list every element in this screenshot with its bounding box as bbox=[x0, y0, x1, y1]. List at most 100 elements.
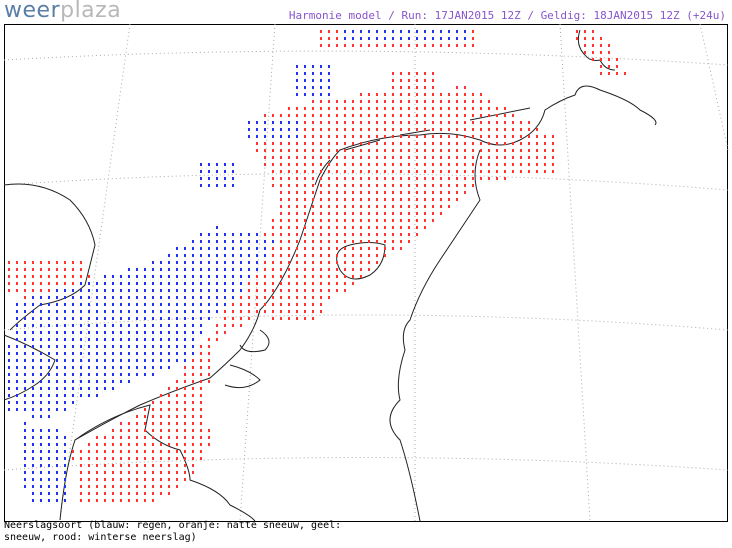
rain-dot bbox=[24, 401, 26, 404]
winter-precip-dot bbox=[488, 128, 490, 131]
rain-dot bbox=[32, 408, 34, 411]
winter-precip-dot bbox=[504, 156, 506, 159]
rain-dot bbox=[144, 338, 146, 341]
winter-precip-dot bbox=[304, 156, 306, 159]
winter-precip-dot bbox=[24, 275, 26, 278]
winter-precip-dot bbox=[440, 163, 442, 166]
winter-precip-dot bbox=[96, 471, 98, 474]
winter-precip-dot bbox=[8, 275, 10, 278]
winter-precip-dot bbox=[408, 205, 410, 208]
winter-precip-dot bbox=[312, 254, 314, 257]
rain-dot bbox=[456, 30, 458, 33]
rain-dot bbox=[16, 331, 18, 334]
winter-precip-dot bbox=[64, 275, 66, 278]
winter-precip-dot bbox=[344, 44, 346, 47]
rain-dot bbox=[448, 30, 450, 33]
winter-precip-dot bbox=[128, 443, 130, 446]
winter-precip-dot bbox=[40, 282, 42, 285]
rain-dot bbox=[120, 282, 122, 285]
winter-precip-dot bbox=[408, 114, 410, 117]
winter-precip-dot bbox=[344, 254, 346, 257]
winter-precip-dot bbox=[592, 44, 594, 47]
winter-precip-dot bbox=[304, 289, 306, 292]
winter-precip-dot bbox=[304, 233, 306, 236]
winter-precip-dot bbox=[296, 198, 298, 201]
winter-precip-dot bbox=[440, 114, 442, 117]
winter-precip-dot bbox=[368, 128, 370, 131]
winter-precip-dot bbox=[136, 499, 138, 502]
winter-precip-dot bbox=[312, 212, 314, 215]
winter-precip-dot bbox=[424, 191, 426, 194]
rain-dot bbox=[216, 289, 218, 292]
winter-precip-dot bbox=[272, 261, 274, 264]
winter-precip-dot bbox=[416, 72, 418, 75]
winter-precip-dot bbox=[296, 289, 298, 292]
winter-precip-dot bbox=[288, 261, 290, 264]
winter-precip-dot bbox=[240, 324, 242, 327]
winter-precip-dot bbox=[280, 163, 282, 166]
rain-dot bbox=[248, 261, 250, 264]
winter-precip-dot bbox=[544, 156, 546, 159]
winter-precip-dot bbox=[384, 114, 386, 117]
winter-precip-dot bbox=[160, 408, 162, 411]
rain-dot bbox=[56, 366, 58, 369]
winter-precip-dot bbox=[88, 275, 90, 278]
grid-line bbox=[3, 173, 729, 191]
rain-dot bbox=[160, 310, 162, 313]
winter-precip-dot bbox=[200, 457, 202, 460]
winter-precip-dot bbox=[312, 163, 314, 166]
winter-precip-dot bbox=[264, 303, 266, 306]
rain-dot bbox=[192, 352, 194, 355]
rain-dot bbox=[240, 254, 242, 257]
rain-dot bbox=[32, 345, 34, 348]
winter-precip-dot bbox=[496, 156, 498, 159]
rain-dot bbox=[240, 233, 242, 236]
winter-precip-dot bbox=[144, 499, 146, 502]
winter-precip-dot bbox=[144, 450, 146, 453]
winter-precip-dot bbox=[152, 464, 154, 467]
rain-dot bbox=[88, 338, 90, 341]
winter-precip-dot bbox=[344, 289, 346, 292]
winter-precip-dot bbox=[392, 219, 394, 222]
winter-precip-dot bbox=[120, 422, 122, 425]
winter-precip-dot bbox=[328, 226, 330, 229]
winter-precip-dot bbox=[192, 394, 194, 397]
winter-precip-dot bbox=[608, 51, 610, 54]
winter-precip-dot bbox=[152, 478, 154, 481]
rain-dot bbox=[232, 233, 234, 236]
winter-precip-dot bbox=[480, 170, 482, 173]
rain-dot bbox=[40, 331, 42, 334]
winter-precip-dot bbox=[352, 268, 354, 271]
rain-dot bbox=[80, 394, 82, 397]
winter-precip-dot bbox=[280, 310, 282, 313]
winter-precip-dot bbox=[528, 142, 530, 145]
winter-precip-dot bbox=[432, 212, 434, 215]
rain-dot bbox=[120, 324, 122, 327]
winter-precip-dot bbox=[272, 142, 274, 145]
rain-dot bbox=[120, 345, 122, 348]
winter-precip-dot bbox=[464, 177, 466, 180]
rain-dot bbox=[64, 289, 66, 292]
winter-precip-dot bbox=[360, 100, 362, 103]
rain-dot bbox=[192, 254, 194, 257]
winter-precip-dot bbox=[472, 121, 474, 124]
winter-precip-dot bbox=[448, 100, 450, 103]
winter-precip-dot bbox=[392, 142, 394, 145]
winter-precip-dot bbox=[336, 247, 338, 250]
winter-precip-dot bbox=[24, 261, 26, 264]
graticule bbox=[3, 23, 729, 522]
winter-precip-dot bbox=[320, 121, 322, 124]
legend-line: sneeuw, rood: winterse neerslag) bbox=[4, 532, 197, 543]
winter-precip-dot bbox=[448, 149, 450, 152]
winter-precip-dot bbox=[168, 485, 170, 488]
winter-precip-dot bbox=[472, 170, 474, 173]
winter-precip-dot bbox=[408, 121, 410, 124]
rain-dot bbox=[56, 394, 58, 397]
winter-precip-dot bbox=[288, 142, 290, 145]
winter-precip-dot bbox=[264, 114, 266, 117]
winter-precip-dot bbox=[96, 499, 98, 502]
rain-dot bbox=[232, 296, 234, 299]
winter-precip-dot bbox=[312, 205, 314, 208]
winter-precip-dot bbox=[152, 471, 154, 474]
